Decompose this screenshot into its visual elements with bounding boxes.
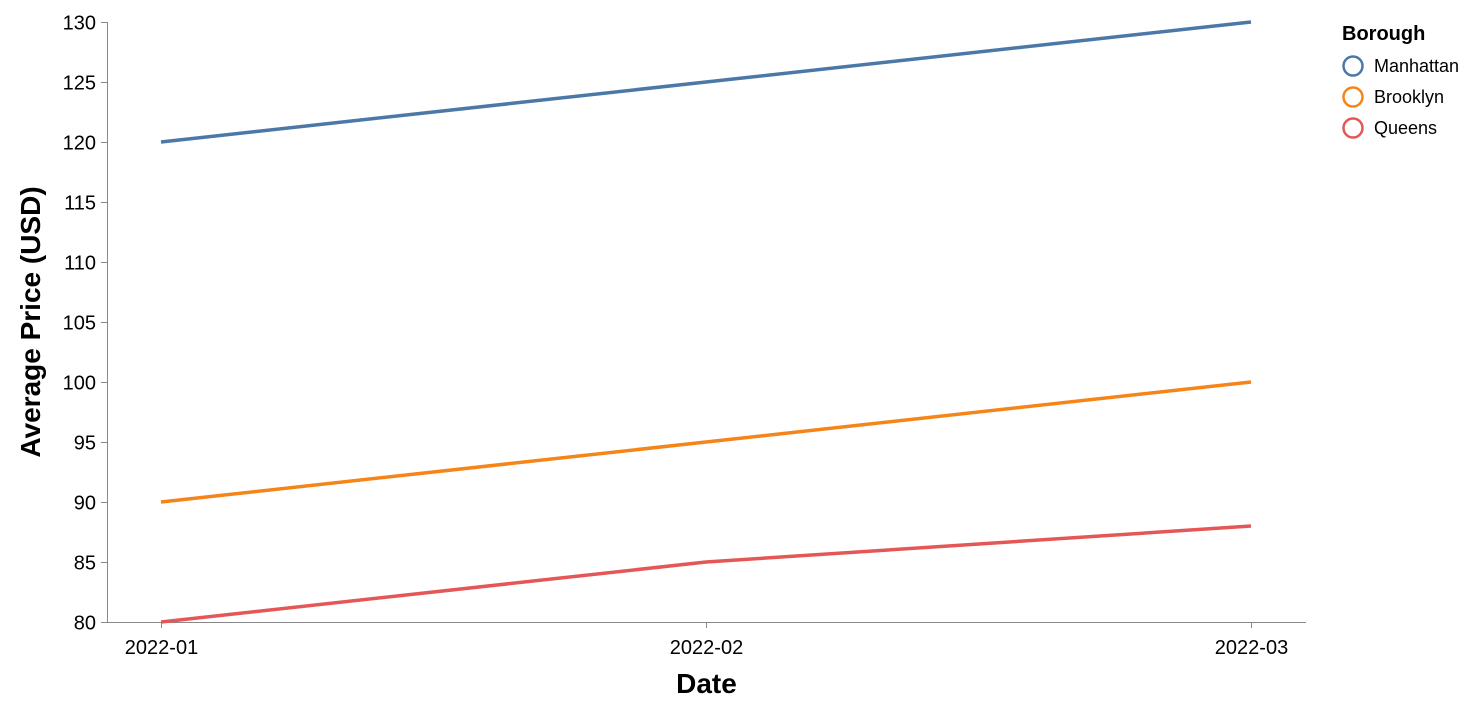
x-axis: 2022-01 2022-02 2022-03 xyxy=(107,622,1306,659)
legend-label-brooklyn: Brooklyn xyxy=(1374,87,1444,107)
legend-label-queens: Queens xyxy=(1374,118,1437,138)
y-tick-label: 120 xyxy=(63,133,96,155)
y-axis-title: Average Price (USD) xyxy=(15,186,46,457)
x-tick-label: 2022-02 xyxy=(670,637,743,659)
y-tick-label: 130 xyxy=(63,13,96,35)
y-tick-label: 95 xyxy=(74,433,96,455)
series-lines xyxy=(160,20,1252,624)
y-tick-label: 80 xyxy=(74,613,96,635)
x-tick-label: 2022-03 xyxy=(1215,637,1288,659)
y-axis: 80 85 90 95 100 105 110 115 120 125 130 xyxy=(63,13,108,635)
series-line-manhattan xyxy=(160,20,1252,144)
y-tick-label: 90 xyxy=(74,493,96,515)
x-axis-title: Date xyxy=(676,668,737,699)
legend-symbol-queens xyxy=(1342,117,1364,139)
y-tick-label: 125 xyxy=(63,73,96,95)
x-tick-label: 2022-01 xyxy=(125,637,198,659)
legend-title: Borough xyxy=(1342,23,1425,45)
legend: Borough Manhattan Brooklyn Queens xyxy=(1342,23,1459,139)
legend-symbol-brooklyn xyxy=(1342,86,1364,108)
y-tick-label: 115 xyxy=(64,193,96,215)
series-line-brooklyn xyxy=(160,380,1252,504)
y-tick-label: 85 xyxy=(74,553,96,575)
y-tick-label: 105 xyxy=(63,313,96,335)
y-tick-label: 110 xyxy=(64,253,96,275)
series-line-queens xyxy=(160,524,1252,624)
y-tick-label: 100 xyxy=(63,373,96,395)
legend-label-manhattan: Manhattan xyxy=(1374,56,1459,76)
legend-symbol-manhattan xyxy=(1342,55,1364,77)
